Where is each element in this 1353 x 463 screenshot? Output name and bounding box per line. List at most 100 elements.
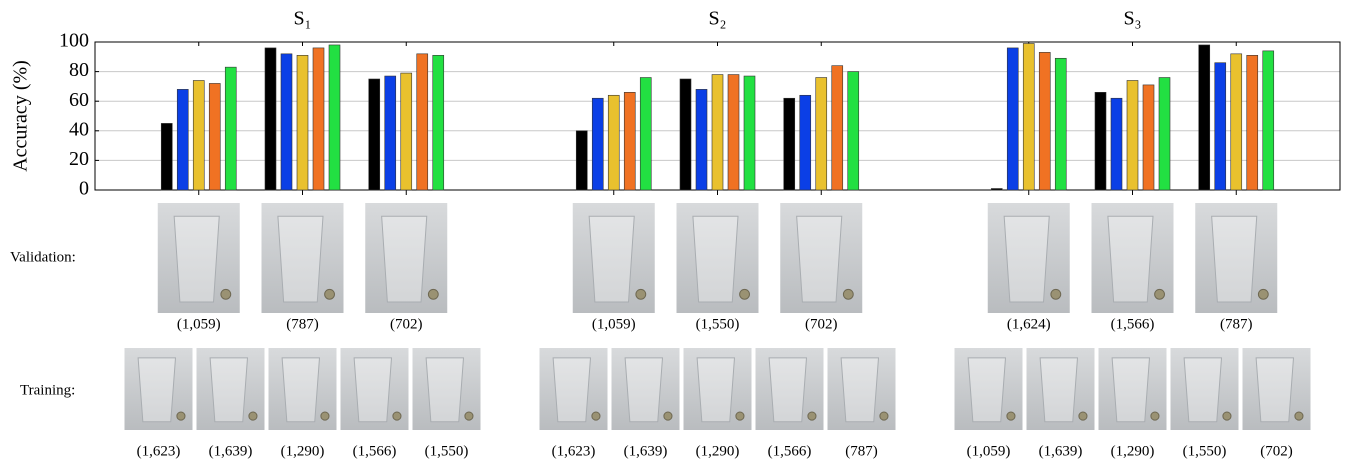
coin bbox=[1155, 289, 1165, 299]
glass bbox=[278, 216, 323, 302]
bar bbox=[728, 75, 739, 190]
bar bbox=[313, 48, 324, 190]
bar bbox=[1023, 43, 1034, 190]
coin bbox=[428, 289, 438, 299]
glass bbox=[697, 358, 734, 422]
coin bbox=[1079, 412, 1087, 420]
glass bbox=[1108, 216, 1153, 302]
glass bbox=[693, 216, 738, 302]
photo bbox=[1195, 203, 1277, 313]
coin bbox=[1007, 412, 1015, 420]
y-tick-label: 0 bbox=[79, 178, 89, 200]
photo bbox=[828, 348, 896, 430]
glass bbox=[426, 358, 463, 422]
training-count: (1,566) bbox=[353, 443, 397, 459]
coin bbox=[740, 289, 750, 299]
y-tick-label: 40 bbox=[69, 118, 89, 140]
bar bbox=[712, 75, 723, 190]
glass bbox=[1040, 358, 1077, 422]
coin bbox=[1223, 412, 1231, 420]
y-tick-label: 100 bbox=[59, 30, 89, 52]
coin bbox=[393, 412, 401, 420]
bar bbox=[1263, 51, 1274, 190]
photo bbox=[1171, 348, 1239, 430]
panel-title: S₃ bbox=[1123, 8, 1141, 30]
bar bbox=[193, 80, 204, 190]
glass bbox=[354, 358, 391, 422]
bar bbox=[680, 79, 691, 190]
bar bbox=[369, 79, 380, 190]
coin bbox=[325, 289, 335, 299]
photo bbox=[197, 348, 265, 430]
chart: Accuracy (%) Validation: Training: 02040… bbox=[0, 0, 1353, 463]
glass bbox=[174, 216, 219, 302]
bar bbox=[433, 55, 444, 190]
coin bbox=[1258, 289, 1268, 299]
training-count: (1,639) bbox=[209, 443, 253, 459]
bar bbox=[816, 78, 827, 190]
bar bbox=[177, 89, 188, 190]
coin bbox=[249, 412, 257, 420]
glass bbox=[1212, 216, 1257, 302]
training-count: (1,550) bbox=[425, 443, 469, 459]
bar bbox=[1159, 78, 1170, 190]
photo bbox=[955, 348, 1023, 430]
photo bbox=[413, 348, 481, 430]
photo bbox=[158, 203, 240, 313]
glass bbox=[1184, 358, 1221, 422]
training-count: (1,290) bbox=[1111, 443, 1155, 459]
glass bbox=[797, 216, 842, 302]
training-count: (1,566) bbox=[768, 443, 812, 459]
bar bbox=[1143, 85, 1154, 190]
photo bbox=[684, 348, 752, 430]
photo bbox=[1243, 348, 1311, 430]
bar bbox=[1095, 92, 1106, 190]
coin bbox=[1295, 412, 1303, 420]
bar bbox=[265, 48, 276, 190]
bar bbox=[417, 54, 428, 190]
glass bbox=[625, 358, 662, 422]
photo bbox=[780, 203, 862, 313]
training-count: (1,290) bbox=[281, 443, 325, 459]
bar bbox=[297, 55, 308, 190]
bar bbox=[784, 98, 795, 190]
photo bbox=[269, 348, 337, 430]
bar bbox=[744, 76, 755, 190]
photo bbox=[540, 348, 608, 430]
bar bbox=[592, 98, 603, 190]
y-tick-label: 20 bbox=[69, 148, 89, 170]
glass bbox=[138, 358, 175, 422]
glass bbox=[1112, 358, 1149, 422]
glass bbox=[589, 216, 634, 302]
coin bbox=[664, 412, 672, 420]
bar bbox=[1039, 52, 1050, 190]
photo bbox=[756, 348, 824, 430]
coin bbox=[592, 412, 600, 420]
bar bbox=[401, 73, 412, 190]
coin bbox=[843, 289, 853, 299]
bar bbox=[832, 66, 843, 190]
bar bbox=[624, 92, 635, 190]
coin bbox=[880, 412, 888, 420]
bar bbox=[1127, 80, 1138, 190]
training-count: (1,639) bbox=[1039, 443, 1083, 459]
coin bbox=[808, 412, 816, 420]
bar bbox=[281, 54, 292, 190]
bar bbox=[991, 189, 1002, 190]
panel-title: S₂ bbox=[708, 8, 726, 30]
validation-count: (1,059) bbox=[177, 316, 221, 332]
bar bbox=[161, 123, 172, 190]
bar bbox=[385, 76, 396, 190]
validation-count: (1,550) bbox=[696, 316, 740, 332]
bar bbox=[608, 95, 619, 190]
coin bbox=[465, 412, 473, 420]
coin bbox=[1151, 412, 1159, 420]
validation-count: (702) bbox=[805, 316, 838, 332]
coin bbox=[221, 289, 231, 299]
validation-label: Validation: bbox=[10, 249, 76, 265]
coin bbox=[177, 412, 185, 420]
bar bbox=[1007, 48, 1018, 190]
photo bbox=[1092, 203, 1174, 313]
y-axis-label: Accuracy (%) bbox=[10, 60, 32, 172]
training-count: (1,290) bbox=[696, 443, 740, 459]
